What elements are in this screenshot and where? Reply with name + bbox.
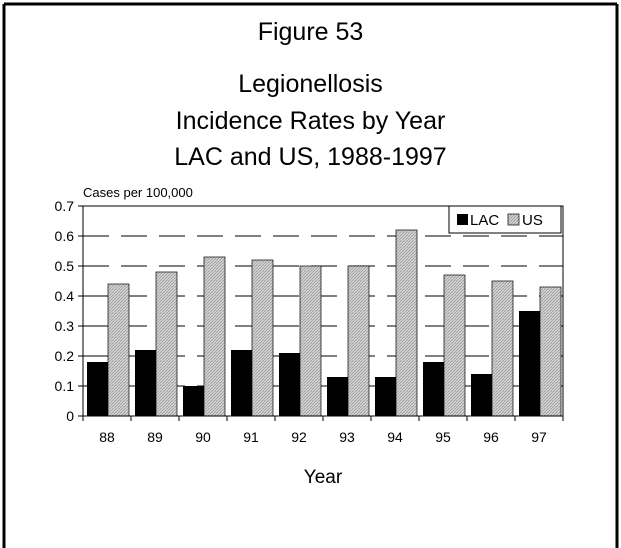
y-tick-label: 0.6	[55, 228, 75, 244]
x-tick-label: 97	[531, 429, 547, 445]
x-tick-label: 96	[483, 429, 499, 445]
x-tick-label: 88	[99, 429, 115, 445]
bar-us-95	[443, 274, 466, 417]
x-tick-label: 92	[291, 429, 307, 445]
legend-label-us: US	[522, 212, 543, 229]
bar-us-90	[203, 256, 226, 417]
legend-label-lac: LAC	[470, 212, 499, 229]
bar-lac-91	[231, 350, 252, 416]
bar-lac-94	[375, 377, 396, 416]
legend-swatch-us	[507, 213, 520, 226]
bar-us-97	[539, 286, 562, 417]
x-tick-label: 94	[387, 429, 403, 445]
bar-lac-89	[135, 350, 156, 416]
x-tick-label: 90	[195, 429, 211, 445]
bar-lac-88	[87, 362, 108, 416]
chart-title-line-3: LAC and US, 1988-1997	[174, 143, 447, 171]
x-tick-label: 91	[243, 429, 259, 445]
y-axis-title: Cases per 100,000	[83, 185, 193, 200]
y-tick-label: 0	[66, 408, 74, 424]
x-tick-label: 93	[339, 429, 355, 445]
bar-lac-93	[327, 377, 348, 416]
x-tick-label: 95	[435, 429, 451, 445]
bar-us-93	[347, 265, 370, 417]
bar-lac-90	[183, 386, 204, 416]
chart-title-line-1: Legionellosis	[238, 70, 383, 98]
legend-swatch-lac	[457, 214, 468, 225]
bar-us-88	[107, 283, 130, 417]
bar-lac-95	[423, 362, 444, 416]
bar-us-89	[155, 271, 178, 417]
bar-us-92	[299, 265, 322, 417]
bar-us-94	[395, 229, 418, 417]
bar-lac-96	[471, 374, 492, 416]
y-tick-label: 0.3	[55, 318, 75, 334]
bar-us-96	[491, 280, 514, 417]
bar-us-91	[251, 259, 274, 417]
y-tick-label: 0.7	[55, 198, 75, 214]
y-tick-label: 0.2	[55, 348, 75, 364]
x-tick-label: 89	[147, 429, 163, 445]
x-axis-title: Year	[304, 467, 343, 488]
chart-title-line-2: Incidence Rates by Year	[175, 107, 446, 135]
y-tick-label: 0.5	[55, 258, 75, 274]
bar-lac-92	[279, 353, 300, 416]
bar-lac-97	[519, 311, 540, 416]
y-tick-label: 0.1	[55, 378, 75, 394]
figure-label: Figure 53	[257, 18, 364, 46]
y-tick-label: 0.4	[55, 288, 75, 304]
